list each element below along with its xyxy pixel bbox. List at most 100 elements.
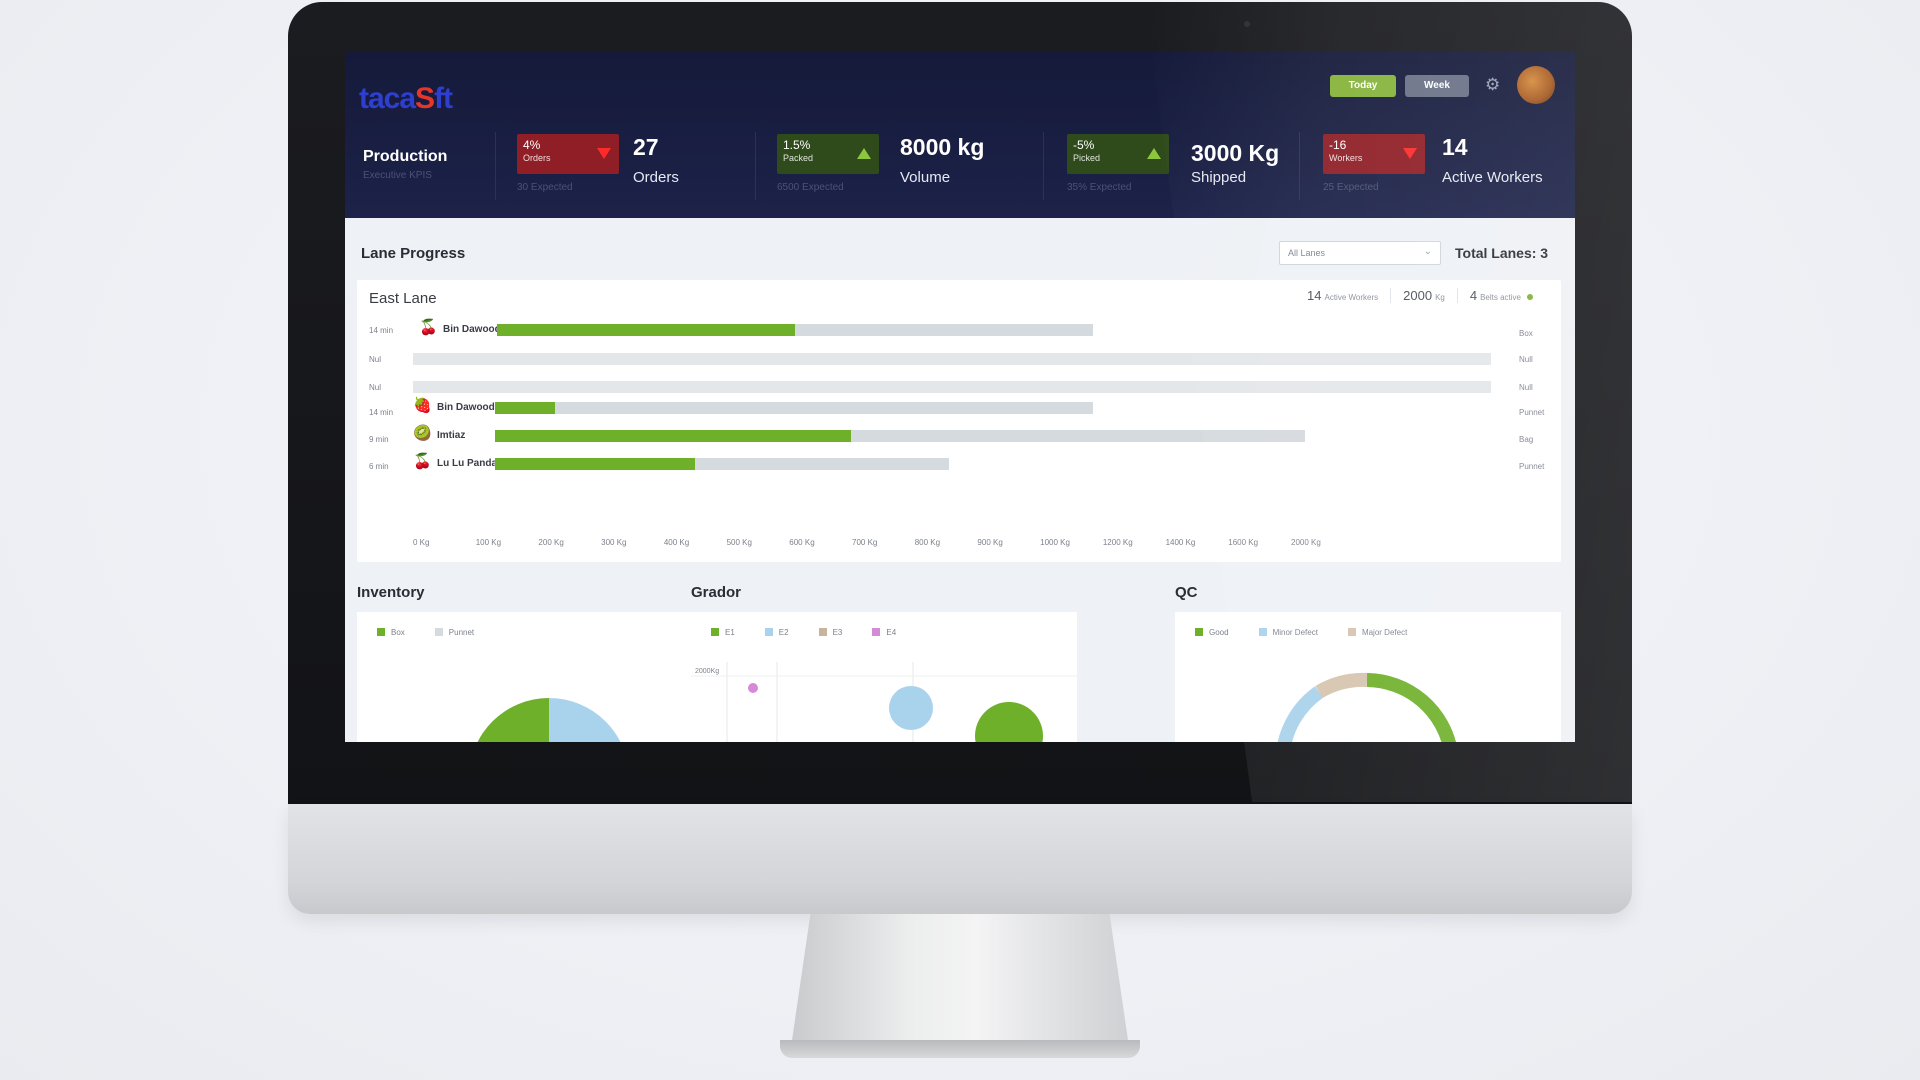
row-time: Nul <box>369 355 382 364</box>
inventory-legend: Box Punnet <box>377 628 474 637</box>
x-tick-label: 500 Kg <box>726 538 752 547</box>
status-dot <box>1527 293 1533 300</box>
kpi-orders-label: Orders <box>633 169 679 186</box>
lane-stats: 14 Active Workers 2000 Kg 4 Belts active <box>1295 288 1545 303</box>
x-tick-label: 600 Kg <box>789 538 815 547</box>
kpi-expected: 30 Expected <box>517 182 573 193</box>
kpi-divider <box>1299 132 1300 200</box>
grader-y-label: 2000Kg <box>695 668 720 675</box>
camera <box>1244 21 1250 27</box>
lane-row-bar[interactable] <box>495 430 1305 442</box>
inventory-pie <box>469 698 629 742</box>
today-button[interactable]: Today <box>1330 75 1396 97</box>
trend-down-icon <box>597 148 611 159</box>
kpi-workers-badge: -16 Workers <box>1323 134 1425 174</box>
x-tick-label: 200 Kg <box>538 538 564 547</box>
avatar[interactable] <box>1517 66 1555 104</box>
bubble-e1[interactable] <box>975 702 1043 742</box>
cherry-icon: 🍒 <box>413 453 432 470</box>
production-subtitle: Executive KPIS <box>363 170 432 181</box>
kpi-header: tacaSft Today Week ⚙ Production Executiv… <box>345 52 1575 218</box>
lane-row-bar[interactable] <box>495 402 1093 414</box>
kpi-shipped-badge: -5% Picked <box>1067 134 1169 174</box>
lane-row-bar[interactable] <box>413 381 1491 393</box>
qc-title: QC <box>1175 584 1198 601</box>
x-tick-label: 0 Kg <box>413 538 430 547</box>
progress-fill <box>495 430 851 442</box>
inventory-panel: Box Punnet <box>357 612 743 742</box>
row-time: 14 min <box>369 326 394 335</box>
kpi-shipped-value: 3000 Kg <box>1191 140 1280 166</box>
trend-down-icon <box>1403 148 1417 159</box>
kpi-volume-value: 8000 kg <box>900 134 985 160</box>
x-tick-label: 300 Kg <box>601 538 627 547</box>
inventory-title: Inventory <box>357 584 425 601</box>
donut-major-defect[interactable] <box>1315 672 1368 699</box>
x-tick-label: 1200 Kg <box>1102 538 1133 547</box>
grader-panel: E1 E2 E3 E4 2000Kg <box>691 612 1077 742</box>
row-unit: Box <box>1519 329 1533 338</box>
grader-bubble-chart <box>691 662 1077 742</box>
kpi-expected: 35% Expected <box>1067 182 1132 193</box>
lane-card: East Lane 14 Active Workers 2000 Kg 4 Belts… <box>357 280 1561 562</box>
progress-fill <box>495 402 555 414</box>
progress-fill <box>495 458 695 470</box>
trend-up-icon <box>857 148 871 159</box>
donut-minor-defect[interactable] <box>1277 686 1324 742</box>
bubble-e4[interactable] <box>748 683 758 693</box>
x-tick-label: 1000 Kg <box>1040 538 1070 547</box>
x-tick-label: 1400 Kg <box>1165 538 1196 547</box>
row-name: Bin Dawood <box>443 324 501 335</box>
x-tick-label: 400 Kg <box>663 538 690 547</box>
tacasoft-logo[interactable]: tacaSft <box>359 82 453 115</box>
kpi-divider <box>755 132 756 200</box>
trend-up-icon <box>1147 148 1161 159</box>
row-unit: Punnet <box>1519 408 1545 417</box>
kpi-shipped-label: Shipped <box>1191 169 1247 186</box>
row-unit: Punnet <box>1519 462 1545 471</box>
kpi-expected: 6500 Expected <box>777 182 844 193</box>
lane-progress-title: Lane Progress <box>361 245 466 262</box>
grader-legend: E1 E2 E3 E4 <box>711 628 896 637</box>
lane-filter-select[interactable]: All Lanes ⌄ <box>1279 241 1441 265</box>
lane-row-bar[interactable] <box>413 353 1491 365</box>
pie-slice-punnet[interactable] <box>549 698 629 742</box>
qc-donut <box>1277 672 1456 742</box>
monitor-base <box>780 1040 1140 1058</box>
kpi-volume-badge: 1.5% Packed <box>777 134 879 174</box>
production-title: Production <box>363 148 448 165</box>
donut-good[interactable] <box>1366 673 1456 742</box>
cherry-icon: 🍒 <box>419 319 438 336</box>
kpi-expected: 25 Expected <box>1323 182 1379 193</box>
x-tick-label: 100 Kg <box>475 538 502 547</box>
row-unit: Null <box>1519 383 1533 392</box>
chevron-down-icon: ⌄ <box>1423 246 1432 257</box>
pie-slice-box[interactable] <box>469 698 549 742</box>
dashboard-screen: tacaSft Today Week ⚙ Production Executiv… <box>345 52 1575 742</box>
lane-row-bar[interactable] <box>495 458 949 470</box>
lane-name: East Lane <box>369 290 437 307</box>
week-button[interactable]: Week <box>1405 75 1469 97</box>
row-name: Lu Lu Panda <box>437 458 497 469</box>
x-tick-label: 1600 Kg <box>1228 538 1259 547</box>
monitor-chin <box>288 804 1632 914</box>
kpi-divider <box>495 132 496 200</box>
grader-title: Grador <box>691 584 742 601</box>
monitor-stand <box>790 914 1130 1054</box>
kpi-volume-label: Volume <box>900 169 951 186</box>
row-name: Imtiaz <box>437 430 466 441</box>
bubble-e2[interactable] <box>889 686 933 730</box>
progress-fill <box>497 324 795 336</box>
kiwi-icon: 🥝 <box>413 425 432 442</box>
kpi-orders-badge: 4% Orders <box>517 134 619 174</box>
strawberry-icon: 🍓 <box>413 397 432 414</box>
qc-legend: Good Minor Defect Major Defect <box>1195 628 1407 637</box>
kpi-workers-label: Active Workers <box>1442 169 1543 186</box>
row-unit: Null <box>1519 355 1533 364</box>
kpi-workers-value: 14 <box>1442 134 1468 160</box>
lane-row-bar[interactable] <box>497 324 1093 336</box>
x-tick-label: 800 Kg <box>914 538 941 547</box>
gear-icon[interactable]: ⚙ <box>1485 75 1501 94</box>
row-name: Bin Dawood <box>437 402 495 413</box>
x-tick-label: 900 Kg <box>977 538 1003 547</box>
